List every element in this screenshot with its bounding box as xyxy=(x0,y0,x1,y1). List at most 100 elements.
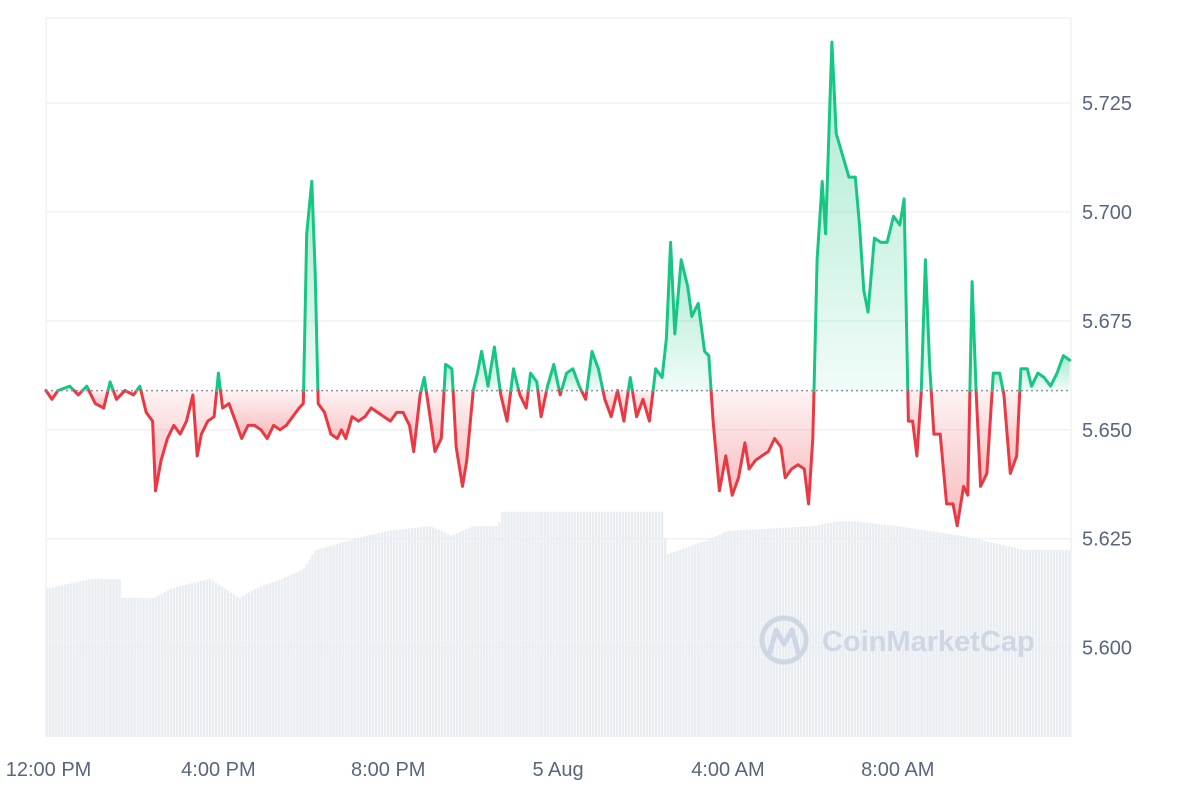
volume-bar xyxy=(263,585,266,737)
volume-bar xyxy=(829,522,833,737)
price-line-up xyxy=(812,40,910,393)
price-line-down xyxy=(601,389,619,419)
price-line-up xyxy=(545,362,561,393)
volume-bar xyxy=(160,593,163,737)
price-line-down xyxy=(906,389,923,458)
area-below-baseline xyxy=(603,390,618,417)
price-line-up xyxy=(135,384,143,393)
volume-bar xyxy=(377,532,381,737)
volume-bar xyxy=(766,528,769,737)
volume-bar xyxy=(404,528,408,737)
volume-bar xyxy=(567,511,570,737)
volume-bar xyxy=(425,526,429,737)
volume-bar xyxy=(971,538,974,737)
volume-bar xyxy=(947,533,950,737)
volume-bar xyxy=(534,511,537,737)
volume-bar xyxy=(639,511,643,737)
volume-bar xyxy=(422,526,426,737)
volume-bar xyxy=(685,547,688,737)
volume-bar xyxy=(875,523,878,737)
volume-bar xyxy=(73,582,76,737)
volume-bar xyxy=(293,573,296,737)
volume-bar xyxy=(202,580,206,737)
volume-bar xyxy=(706,540,709,737)
area-below-baseline xyxy=(426,390,445,452)
volume-bar xyxy=(97,578,100,737)
price-line-down xyxy=(974,389,994,488)
volume-bar xyxy=(220,586,224,737)
volume-bar xyxy=(148,597,151,737)
volume-bar xyxy=(474,526,477,737)
volume-bar xyxy=(446,534,450,737)
volume-bar xyxy=(347,540,350,737)
volume-bar xyxy=(413,527,417,737)
volume-bar xyxy=(452,534,456,737)
volume-bar xyxy=(1025,550,1029,737)
price-line-down xyxy=(87,389,110,410)
volume-bar xyxy=(462,530,465,737)
volume-bar xyxy=(118,578,121,737)
volume-bar xyxy=(211,581,215,737)
price-line-up xyxy=(1018,354,1072,393)
volume-bar xyxy=(82,580,85,737)
volume-bar xyxy=(166,590,170,737)
price-line-down xyxy=(139,389,219,493)
price-line-up xyxy=(442,362,455,393)
volume-bar xyxy=(977,539,980,737)
volume-bar xyxy=(606,511,610,737)
volume-bar xyxy=(974,538,977,737)
volume-bar xyxy=(648,511,652,737)
volume-bar xyxy=(320,548,323,737)
volume-bar xyxy=(932,531,935,737)
volume-bar xyxy=(76,581,79,737)
volume-bar xyxy=(398,529,402,737)
volume-bar xyxy=(1004,545,1008,737)
volume-bar xyxy=(443,532,447,737)
volume-bar xyxy=(139,597,142,737)
volume-bar xyxy=(667,554,670,737)
volume-bar xyxy=(371,534,375,737)
price-line-up xyxy=(968,280,978,393)
volume-bar xyxy=(597,511,601,737)
volume-bar xyxy=(700,542,703,737)
volume-bar xyxy=(820,524,824,737)
volume-bar xyxy=(552,511,555,737)
volume-bar xyxy=(823,523,827,737)
volume-bar xyxy=(636,511,640,737)
price-line-down xyxy=(616,389,630,423)
volume-bar xyxy=(627,511,631,737)
volume-bar xyxy=(112,578,115,737)
volume-bar xyxy=(169,588,173,737)
volume-bar xyxy=(106,578,109,737)
volume-bar xyxy=(1067,550,1071,737)
x-tick-label: 4:00 AM xyxy=(691,759,764,781)
volume-bar xyxy=(980,540,983,737)
volume-bar xyxy=(269,583,272,737)
volume-bar xyxy=(941,532,944,737)
volume-bar xyxy=(727,530,730,737)
price-line-down xyxy=(123,389,139,397)
volume-bar xyxy=(688,546,691,737)
volume-bar xyxy=(654,511,658,737)
area-above-baseline xyxy=(546,364,560,391)
volume-bar xyxy=(983,541,986,737)
volume-bar xyxy=(260,586,263,737)
price-lines xyxy=(44,40,1072,528)
volume-bar xyxy=(244,594,248,737)
volume-bar xyxy=(489,526,492,737)
volume-bar xyxy=(495,526,498,737)
volume-bar xyxy=(657,511,661,737)
volume-bar xyxy=(853,521,857,737)
volume-bar xyxy=(576,511,580,737)
volume-bar xyxy=(356,538,359,737)
volume-bar xyxy=(826,523,830,737)
volume-bar xyxy=(1046,550,1050,737)
volume-bar xyxy=(703,541,706,737)
area-above-baseline xyxy=(1019,355,1070,391)
price-line-down xyxy=(536,389,549,419)
price-line-up xyxy=(81,384,91,393)
price-line-up xyxy=(471,345,502,393)
volume-bar xyxy=(157,595,160,737)
volume-bar xyxy=(392,530,396,737)
volume-bar xyxy=(121,597,124,737)
